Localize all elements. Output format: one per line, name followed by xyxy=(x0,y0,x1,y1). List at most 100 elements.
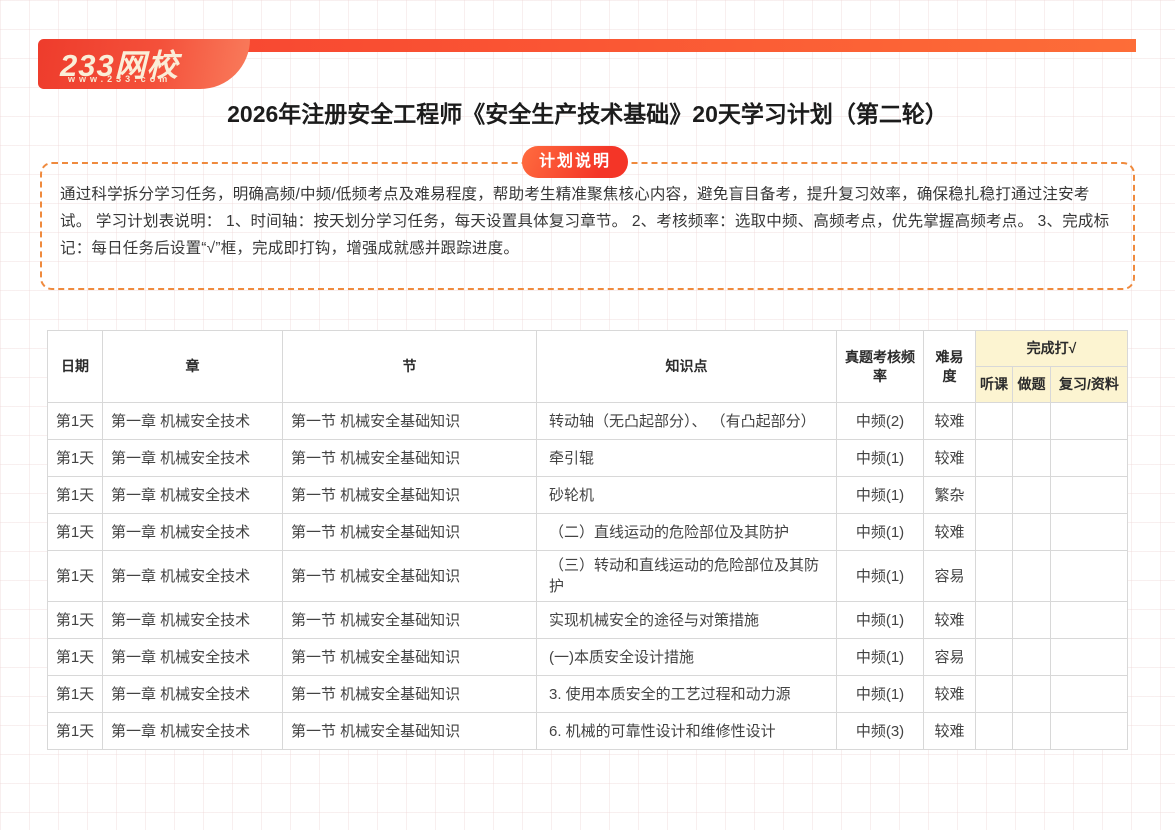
check-cell-listen[interactable] xyxy=(975,550,1013,602)
cell-knowledge: 实现机械安全的途径与对策措施 xyxy=(536,601,837,639)
check-cell-practice[interactable] xyxy=(1012,550,1051,602)
table-header-row: 日期章节知识点 真题考核频率 难易度 完成打√ xyxy=(47,330,1128,403)
column-header-day: 日期 xyxy=(47,330,103,403)
table-row: 第1天 第一章 机械安全技术 第一节 机械安全基础知识 （三）转动和直线运动的危险部… xyxy=(47,550,1128,602)
check-cell-review[interactable] xyxy=(1050,476,1128,514)
cell-knowledge: 3. 使用本质安全的工艺过程和动力源 xyxy=(536,675,837,713)
page-title: 2026年注册安全工程师《安全生产技术基础》20天学习计划（第二轮） xyxy=(227,101,948,127)
table-body: 第1天 第一章 机械安全技术 第一节 机械安全基础知识 转动轴（无凸起部分）、 （有凸… xyxy=(47,402,1128,750)
column-header-section: 节 xyxy=(282,330,537,403)
check-cell-practice[interactable] xyxy=(1012,601,1051,639)
cell-difficulty: 较难 xyxy=(923,712,976,750)
cell-section: 第一节 机械安全基础知识 xyxy=(282,439,537,477)
column-header-practice: 做题 xyxy=(1012,366,1051,403)
plan-note-box: 通过科学拆分学习任务，明确高频/中频/低频考点及难易程度，帮助考生精准聚焦核心内… xyxy=(40,162,1135,290)
check-cell-practice[interactable] xyxy=(1012,675,1051,713)
cell-chapter: 第一章 机械安全技术 xyxy=(102,675,283,713)
check-cell-listen[interactable] xyxy=(975,476,1013,514)
table-row: 第1天 第一章 机械安全技术 第一节 机械安全基础知识 砂轮机 中频(1) 繁杂 xyxy=(47,476,1128,514)
check-cell-practice[interactable] xyxy=(1012,439,1051,477)
check-cell-review[interactable] xyxy=(1050,402,1128,440)
table-head: 日期章节知识点 真题考核频率 难易度 完成打√ 听课 做题 复习/资料 xyxy=(47,330,1128,403)
cell-chapter: 第一章 机械安全技术 xyxy=(102,638,283,676)
cell-frequency: 中频(1) xyxy=(836,675,924,713)
plan-note-text: 通过科学拆分学习任务，明确高频/中频/低频考点及难易程度，帮助考生精准聚焦核心内… xyxy=(60,186,1110,257)
column-header-chapter: 章 xyxy=(102,330,283,403)
cell-chapter: 第一章 机械安全技术 xyxy=(102,550,283,602)
check-cell-listen[interactable] xyxy=(975,601,1013,639)
check-cell-listen[interactable] xyxy=(975,513,1013,551)
cell-frequency: 中频(1) xyxy=(836,601,924,639)
cell-knowledge: 砂轮机 xyxy=(536,476,837,514)
cell-frequency: 中频(1) xyxy=(836,513,924,551)
cell-section: 第一节 机械安全基础知识 xyxy=(282,513,537,551)
cell-knowledge: (一)本质安全设计措施 xyxy=(536,638,837,676)
check-cell-review[interactable] xyxy=(1050,675,1128,713)
table-subheader-row: 听课 做题 复习/资料 xyxy=(48,366,1128,403)
check-cell-review[interactable] xyxy=(1050,601,1128,639)
check-cell-practice[interactable] xyxy=(1012,638,1051,676)
cell-chapter: 第一章 机械安全技术 xyxy=(102,513,283,551)
cell-section: 第一节 机械安全基础知识 xyxy=(282,402,537,440)
check-cell-review[interactable] xyxy=(1050,712,1128,750)
cell-frequency: 中频(1) xyxy=(836,476,924,514)
table-row: 第1天 第一章 机械安全技术 第一节 机械安全基础知识 3. 使用本质安全的工艺过程和… xyxy=(47,675,1128,713)
cell-difficulty: 容易 xyxy=(923,638,976,676)
cell-chapter: 第一章 机械安全技术 xyxy=(102,712,283,750)
cell-day: 第1天 xyxy=(47,439,103,477)
brand-logo-url: www.233.com xyxy=(68,74,172,84)
cell-day: 第1天 xyxy=(47,638,103,676)
cell-knowledge: （三）转动和直线运动的危险部位及其防护 xyxy=(536,550,837,602)
check-cell-listen[interactable] xyxy=(975,712,1013,750)
cell-section: 第一节 机械安全基础知识 xyxy=(282,550,537,602)
table-row: 第1天 第一章 机械安全技术 第一节 机械安全基础知识 6. 机械的可靠性设计和维修性… xyxy=(47,712,1128,750)
cell-difficulty: 较难 xyxy=(923,513,976,551)
check-cell-review[interactable] xyxy=(1050,550,1128,602)
check-cell-practice[interactable] xyxy=(1012,476,1051,514)
column-header-difficulty: 难易度 xyxy=(923,330,976,403)
column-header-listen: 听课 xyxy=(975,366,1013,403)
table-row: 第1天 第一章 机械安全技术 第一节 机械安全基础知识 实现机械安全的途径与对策措施中… xyxy=(47,601,1128,639)
cell-chapter: 第一章 机械安全技术 xyxy=(102,402,283,440)
cell-difficulty: 较难 xyxy=(923,402,976,440)
check-cell-listen[interactable] xyxy=(975,402,1013,440)
check-cell-practice[interactable] xyxy=(1012,402,1051,440)
cell-chapter: 第一章 机械安全技术 xyxy=(102,476,283,514)
column-header-review: 复习/资料 xyxy=(1050,366,1128,403)
cell-frequency: 中频(2) xyxy=(836,402,924,440)
check-cell-practice[interactable] xyxy=(1012,513,1051,551)
cell-chapter: 第一章 机械安全技术 xyxy=(102,601,283,639)
check-cell-review[interactable] xyxy=(1050,439,1128,477)
cell-difficulty: 繁杂 xyxy=(923,476,976,514)
column-group-header-check: 完成打√ xyxy=(975,330,1128,367)
cell-day: 第1天 xyxy=(47,601,103,639)
cell-knowledge: 牵引辊 xyxy=(536,439,837,477)
study-plan-table: 日期章节知识点 真题考核频率 难易度 完成打√ 听课 做题 复习/资料 第1天 第一章 机械安… xyxy=(47,330,1128,750)
cell-chapter: 第一章 机械安全技术 xyxy=(102,439,283,477)
check-cell-listen[interactable] xyxy=(975,638,1013,676)
column-header-knowledge: 知识点 xyxy=(536,330,837,403)
cell-frequency: 中频(3) xyxy=(836,712,924,750)
cell-section: 第一节 机械安全基础知识 xyxy=(282,712,537,750)
check-cell-listen[interactable] xyxy=(975,675,1013,713)
header-banner-bar xyxy=(205,39,1136,52)
cell-frequency: 中频(1) xyxy=(836,550,924,602)
table-row: 第1天 第一章 机械安全技术 第一节 机械安全基础知识 牵引辊 中频(1) 较难 xyxy=(47,439,1128,477)
check-cell-listen[interactable] xyxy=(975,439,1013,477)
plan-note-badge: 计划说明 xyxy=(522,146,628,178)
cell-day: 第1天 xyxy=(47,712,103,750)
table-row: 第1天 第一章 机械安全技术 第一节 机械安全基础知识 （二）直线运动的危险部位及其… xyxy=(47,513,1128,551)
check-cell-practice[interactable] xyxy=(1012,712,1051,750)
cell-section: 第一节 机械安全基础知识 xyxy=(282,638,537,676)
column-header-frequency: 真题考核频率 xyxy=(836,330,924,403)
brand-logo-text: 233网校 xyxy=(60,48,179,83)
cell-knowledge: 6. 机械的可靠性设计和维修性设计 xyxy=(536,712,837,750)
check-cell-review[interactable] xyxy=(1050,513,1128,551)
cell-day: 第1天 xyxy=(47,476,103,514)
cell-frequency: 中频(1) xyxy=(836,638,924,676)
cell-knowledge: 转动轴（无凸起部分）、 （有凸起部分） xyxy=(536,402,837,440)
check-cell-review[interactable] xyxy=(1050,638,1128,676)
cell-day: 第1天 xyxy=(47,550,103,602)
table-row: 第1天 第一章 机械安全技术 第一节 机械安全基础知识 转动轴（无凸起部分）、 （有凸… xyxy=(47,402,1128,440)
cell-knowledge: （二）直线运动的危险部位及其防护 xyxy=(536,513,837,551)
